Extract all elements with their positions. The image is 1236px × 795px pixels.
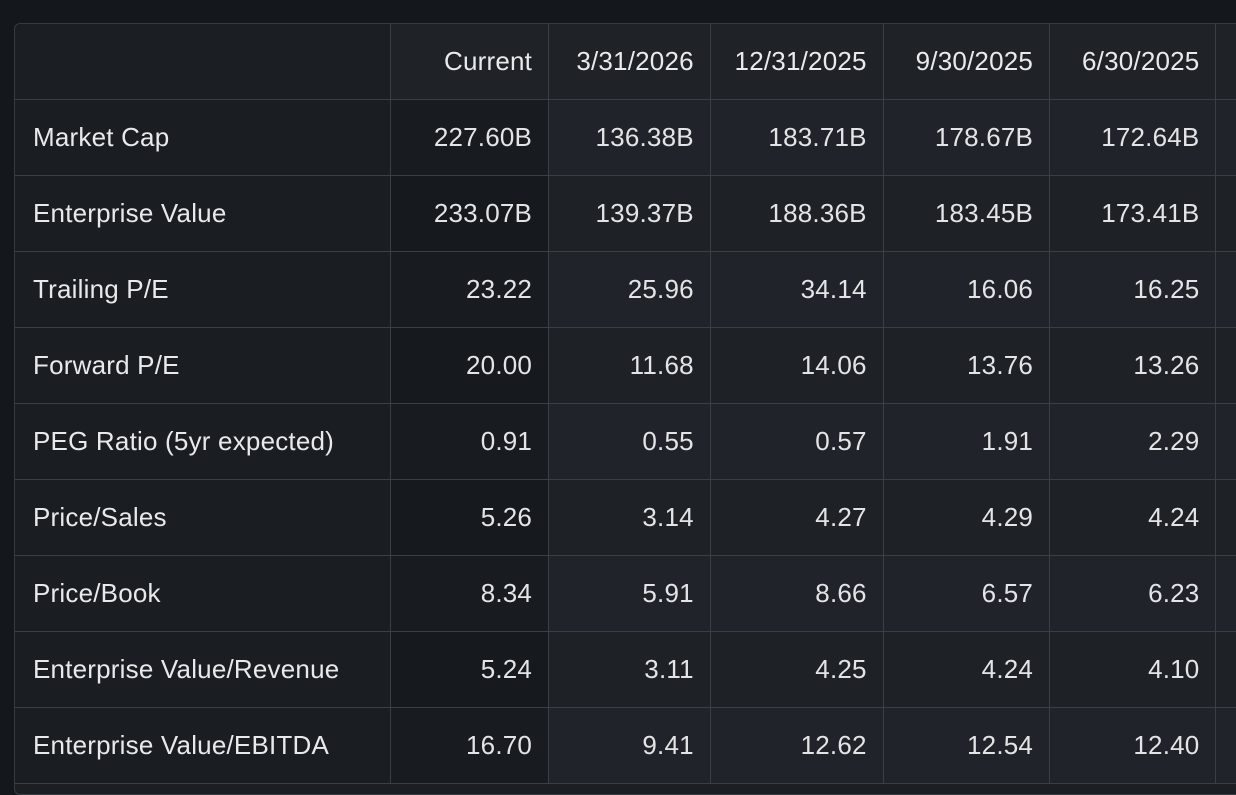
table-cell: 178.67B <box>883 99 1051 176</box>
column-header-date: 6/30/2025 <box>1049 24 1217 100</box>
table-cell: 3.11 <box>548 631 711 708</box>
table-cell: 20.00 <box>390 327 550 404</box>
table-row: Enterprise Value/EBITDA 16.70 9.41 12.62… <box>15 707 1236 784</box>
table-row: Enterprise Value 233.07B 139.37B 188.36B… <box>15 175 1236 252</box>
table-cell: 16.70 <box>390 707 550 784</box>
table-row: Trailing P/E 23.22 25.96 34.14 16.06 16.… <box>15 251 1236 328</box>
table-row: Market Cap 227.60B 136.38B 183.71B 178.6… <box>15 99 1236 176</box>
column-header-date: 9/30/2025 <box>883 24 1051 100</box>
row-label: Enterprise Value <box>15 175 392 252</box>
row-label: Enterprise Value/EBITDA <box>15 707 392 784</box>
row-label: Enterprise Value/Revenue <box>15 631 392 708</box>
table-cell: 13.76 <box>883 327 1051 404</box>
table-cell-overflow <box>1215 251 1236 328</box>
table-cell: 4.27 <box>710 479 884 556</box>
table-cell: 4.24 <box>883 631 1051 708</box>
table-cell: 0.91 <box>390 403 550 480</box>
table-cell: 6.23 <box>1049 555 1217 632</box>
table-cell: 4.25 <box>710 631 884 708</box>
header-corner-cell <box>15 24 392 100</box>
table-cell: 12.62 <box>710 707 884 784</box>
table-row: Price/Sales 5.26 3.14 4.27 4.29 4.24 <box>15 479 1236 556</box>
column-header-date: 12/31/2025 <box>710 24 884 100</box>
table-cell-overflow <box>1215 555 1236 632</box>
table-cell: 34.14 <box>710 251 884 328</box>
table-cell: 9.41 <box>548 707 711 784</box>
row-label: Market Cap <box>15 99 392 176</box>
table-cell: 4.24 <box>1049 479 1217 556</box>
table-cell: 136.38B <box>548 99 711 176</box>
table-row: PEG Ratio (5yr expected) 0.91 0.55 0.57 … <box>15 403 1236 480</box>
table-cell: 0.57 <box>710 403 884 480</box>
table-cell: 0.55 <box>548 403 711 480</box>
valuation-measures-table-container: Current 3/31/2026 12/31/2025 9/30/2025 6… <box>14 23 1236 795</box>
table-cell-overflow <box>1215 99 1236 176</box>
table-cell: 8.66 <box>710 555 884 632</box>
table-cell: 23.22 <box>390 251 550 328</box>
table-cell: 11.68 <box>548 327 711 404</box>
table-cell: 13.26 <box>1049 327 1217 404</box>
table-cell-overflow <box>1215 631 1236 708</box>
column-header-overflow <box>1215 24 1236 100</box>
table-cell: 2.29 <box>1049 403 1217 480</box>
table-cell-overflow <box>1215 707 1236 784</box>
row-label: Price/Book <box>15 555 392 632</box>
row-label: PEG Ratio (5yr expected) <box>15 403 392 480</box>
table-cell: 25.96 <box>548 251 711 328</box>
row-label: Trailing P/E <box>15 251 392 328</box>
table-cell: 1.91 <box>883 403 1051 480</box>
table-cell: 227.60B <box>390 99 550 176</box>
table-cell-overflow <box>1215 175 1236 252</box>
table-cell-overflow <box>1215 479 1236 556</box>
table-cell: 3.14 <box>548 479 711 556</box>
table-cell: 188.36B <box>710 175 884 252</box>
table-row: Enterprise Value/Revenue 5.24 3.11 4.25 … <box>15 631 1236 708</box>
table-cell: 12.40 <box>1049 707 1217 784</box>
row-label: Forward P/E <box>15 327 392 404</box>
table-cell: 6.57 <box>883 555 1051 632</box>
table-cell: 4.10 <box>1049 631 1217 708</box>
table-cell: 5.24 <box>390 631 550 708</box>
table-cell: 14.06 <box>710 327 884 404</box>
table-row: Forward P/E 20.00 11.68 14.06 13.76 13.2… <box>15 327 1236 404</box>
table-cell: 183.45B <box>883 175 1051 252</box>
table-cell: 5.26 <box>390 479 550 556</box>
table-cell: 233.07B <box>390 175 550 252</box>
column-header-current: Current <box>390 24 550 100</box>
table-cell: 173.41B <box>1049 175 1217 252</box>
table-cell: 16.06 <box>883 251 1051 328</box>
table-cell-overflow <box>1215 403 1236 480</box>
table-cell: 16.25 <box>1049 251 1217 328</box>
table-row: Price/Book 8.34 5.91 8.66 6.57 6.23 <box>15 555 1236 632</box>
table-cell-overflow <box>1215 327 1236 404</box>
table-cell: 8.34 <box>390 555 550 632</box>
table-header-row: Current 3/31/2026 12/31/2025 9/30/2025 6… <box>15 24 1236 100</box>
table-cell: 172.64B <box>1049 99 1217 176</box>
row-label: Price/Sales <box>15 479 392 556</box>
table-cell: 5.91 <box>548 555 711 632</box>
column-header-date: 3/31/2026 <box>548 24 711 100</box>
table-cell: 12.54 <box>883 707 1051 784</box>
valuation-measures-table: Current 3/31/2026 12/31/2025 9/30/2025 6… <box>15 24 1236 784</box>
table-cell: 139.37B <box>548 175 711 252</box>
table-cell: 183.71B <box>710 99 884 176</box>
table-cell: 4.29 <box>883 479 1051 556</box>
